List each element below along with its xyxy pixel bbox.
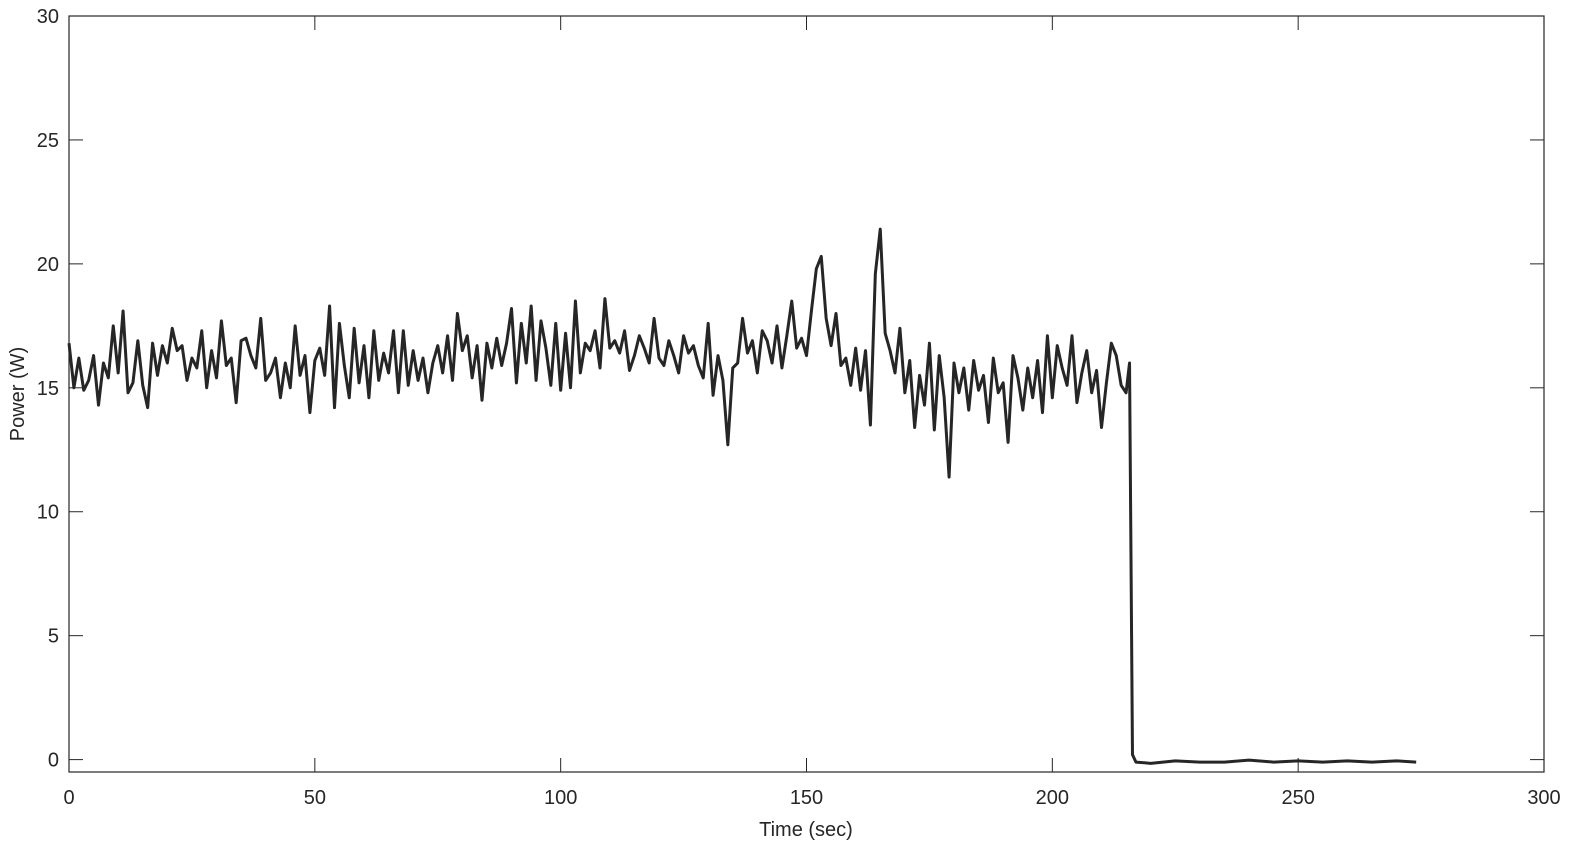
x-tick-label: 0 [63, 787, 74, 809]
x-tick-label: 250 [1281, 787, 1314, 809]
x-tick-label: 150 [790, 787, 823, 809]
plot-box [68, 15, 1545, 773]
y-axis-label: Power (W) [7, 347, 29, 441]
y-tick-label: 0 [48, 750, 59, 772]
y-tick-label: 15 [37, 378, 59, 400]
x-tick-label: 50 [304, 787, 326, 809]
x-tick-label: 200 [1036, 787, 1069, 809]
y-tick-label: 25 [37, 130, 59, 152]
x-tick-label: 300 [1527, 787, 1560, 809]
y-tick-label: 20 [37, 254, 59, 276]
y-tick-label: 30 [37, 6, 59, 28]
y-tick-label: 5 [48, 626, 59, 648]
x-tick-label: 100 [544, 787, 577, 809]
x-axis-label: Time (sec) [759, 819, 853, 841]
data-line [67, 227, 1417, 765]
y-tick-label: 10 [37, 502, 59, 524]
